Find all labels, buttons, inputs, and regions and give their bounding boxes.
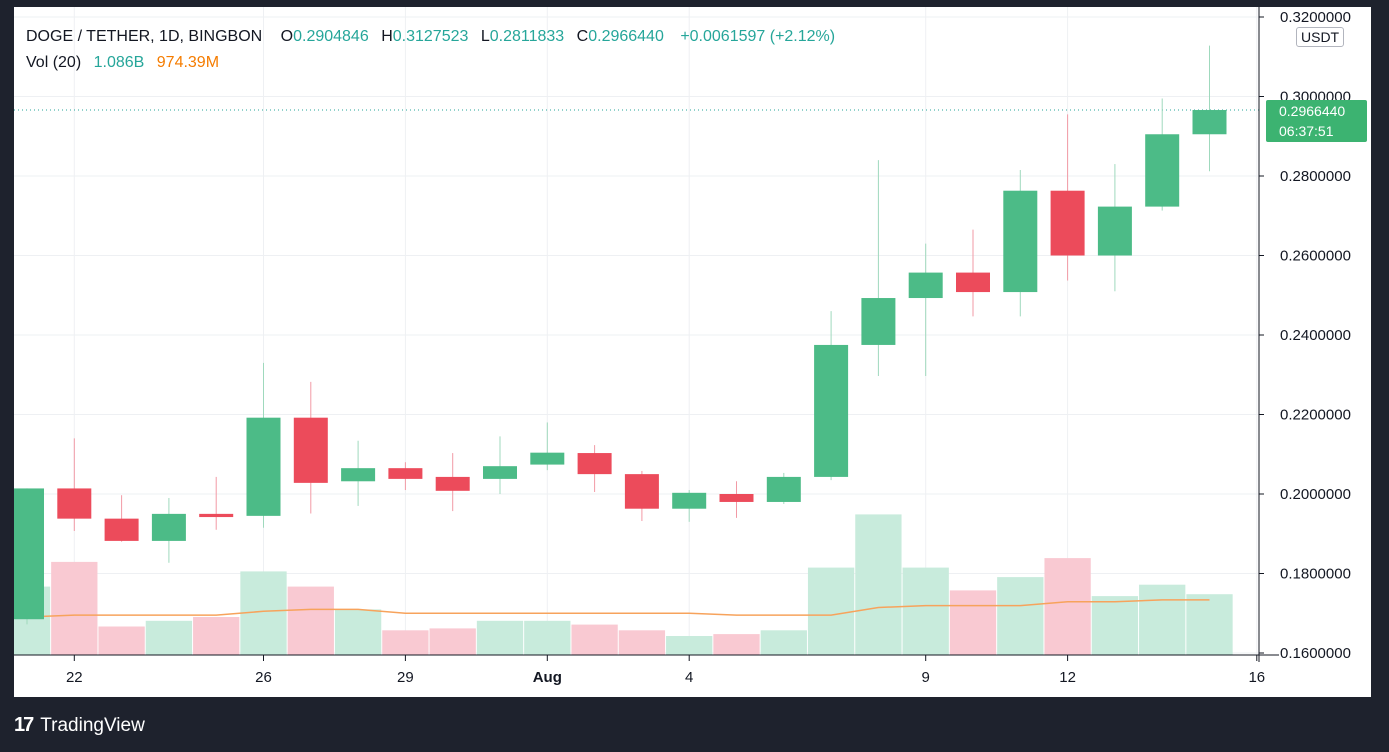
volume-bar xyxy=(902,567,949,655)
volume-ma-value: 974.39M xyxy=(156,54,220,71)
volume-bar xyxy=(98,626,145,655)
candle-body xyxy=(1050,190,1085,256)
change-value: +0.0061597 (+2.12%) xyxy=(680,28,836,45)
low-value: 0.2811833 xyxy=(489,28,565,45)
volume-ma-layer xyxy=(26,599,1210,618)
candle-body xyxy=(1003,190,1038,293)
volume-bar xyxy=(193,617,240,655)
high-value: 0.3127523 xyxy=(392,28,469,45)
volume-layer xyxy=(14,514,1233,655)
candle-body xyxy=(814,344,849,477)
candle-body xyxy=(1097,206,1132,256)
candle-body xyxy=(57,488,92,519)
y-tick-label: 0.3200000 xyxy=(1280,9,1351,26)
volume-bar xyxy=(760,630,807,655)
y-tick-label: 0.1600000 xyxy=(1280,645,1351,662)
candle-body xyxy=(530,452,565,465)
volume-bar xyxy=(855,514,902,655)
candle-body xyxy=(483,466,517,479)
candle-body xyxy=(104,518,139,541)
tradingview-logo-icon: 17 xyxy=(14,714,34,736)
volume-bar xyxy=(1091,596,1139,655)
y-tick-label: 0.1800000 xyxy=(1280,566,1351,583)
y-tick-label: 0.2400000 xyxy=(1280,327,1351,344)
close-value: 0.2966440 xyxy=(588,28,664,45)
volume-legend: Vol (20) 1.086B 974.39M xyxy=(26,54,219,72)
open-label: O xyxy=(280,28,294,45)
candle-body xyxy=(956,272,990,293)
candle-body xyxy=(435,476,470,491)
volume-bar xyxy=(287,586,334,655)
symbol-label[interactable]: DOGE / TETHER, 1D, BINGBON xyxy=(26,28,263,45)
volume-bar xyxy=(1186,594,1233,655)
x-tick-label: 22 xyxy=(66,669,83,686)
candle-body xyxy=(341,468,376,482)
volume-bar xyxy=(382,630,429,655)
candle-body xyxy=(861,298,896,345)
volume-bar xyxy=(713,634,760,655)
volume-bar xyxy=(334,609,382,655)
chart-frame[interactable]: 0.3200000 0.3000000 0.2800000 0.2600000 0.24… xyxy=(14,7,1371,697)
last-price-value: 0.2966440 xyxy=(1279,103,1346,119)
axis-layer: 0.32000000.30000000.28000000.26000000.24… xyxy=(14,7,1351,686)
ohlc-legend: DOGE / TETHER, 1D, BINGBON O0.2904846 H0… xyxy=(26,28,835,46)
x-tick-label: Aug xyxy=(533,669,562,686)
volume-bar xyxy=(997,577,1044,655)
volume-bar xyxy=(807,567,855,655)
volume-bar xyxy=(51,561,98,655)
close-label: C xyxy=(576,28,589,45)
last-price-tag: 0.2966440 06:37:51 xyxy=(1266,100,1367,142)
candle-body xyxy=(293,417,328,483)
volume-bar xyxy=(476,620,524,655)
high-label: H xyxy=(381,28,393,45)
candle-body xyxy=(388,468,423,479)
candle-body xyxy=(766,476,801,502)
currency-unit-button[interactable]: USDT xyxy=(1296,27,1345,47)
volume-bar xyxy=(429,628,476,655)
candle-body xyxy=(577,453,612,475)
chart-canvas[interactable]: 0.32000000.30000000.28000000.26000000.24… xyxy=(14,7,1371,697)
tradingview-logo-text: TradingView xyxy=(40,714,145,736)
low-label: L xyxy=(480,28,490,45)
x-tick-label: 9 xyxy=(922,669,930,686)
open-value: 0.2904846 xyxy=(293,28,369,45)
x-tick-label: 16 xyxy=(1248,669,1265,686)
y-tick-label: 0.2600000 xyxy=(1280,248,1351,265)
x-tick-label: 26 xyxy=(255,669,272,686)
volume-ma-line xyxy=(26,599,1210,618)
candle-body xyxy=(672,492,707,509)
volume-value: 1.086B xyxy=(93,54,145,71)
bar-countdown: 06:37:51 xyxy=(1279,123,1334,139)
candle-body xyxy=(624,474,659,509)
y-tick-label: 0.2200000 xyxy=(1280,407,1351,424)
candle-layer xyxy=(14,45,1227,625)
volume-bar xyxy=(1139,584,1186,655)
y-tick-label: 0.2800000 xyxy=(1280,168,1351,185)
candle-body xyxy=(1145,134,1180,207)
candle-body xyxy=(199,513,234,518)
volume-bar xyxy=(524,620,571,655)
candle-body xyxy=(14,488,44,620)
x-tick-label: 29 xyxy=(397,669,414,686)
volume-bar xyxy=(145,620,193,655)
candle-body xyxy=(719,494,754,502)
candle-body xyxy=(151,513,186,541)
x-tick-label: 4 xyxy=(685,669,693,686)
volume-bar xyxy=(618,630,666,655)
tradingview-logo[interactable]: 17 TradingView xyxy=(14,714,145,737)
grid-layer xyxy=(14,7,1259,655)
candle-body xyxy=(908,272,943,299)
candle-body xyxy=(246,417,281,516)
volume-bar xyxy=(1044,558,1091,655)
y-tick-label: 0.2000000 xyxy=(1280,486,1351,503)
x-tick-label: 12 xyxy=(1059,669,1076,686)
volume-bar xyxy=(571,624,618,655)
candle-body xyxy=(1192,110,1227,135)
volume-bar xyxy=(666,636,713,655)
volume-bar xyxy=(949,590,997,655)
volume-label[interactable]: Vol (20) xyxy=(26,54,82,71)
